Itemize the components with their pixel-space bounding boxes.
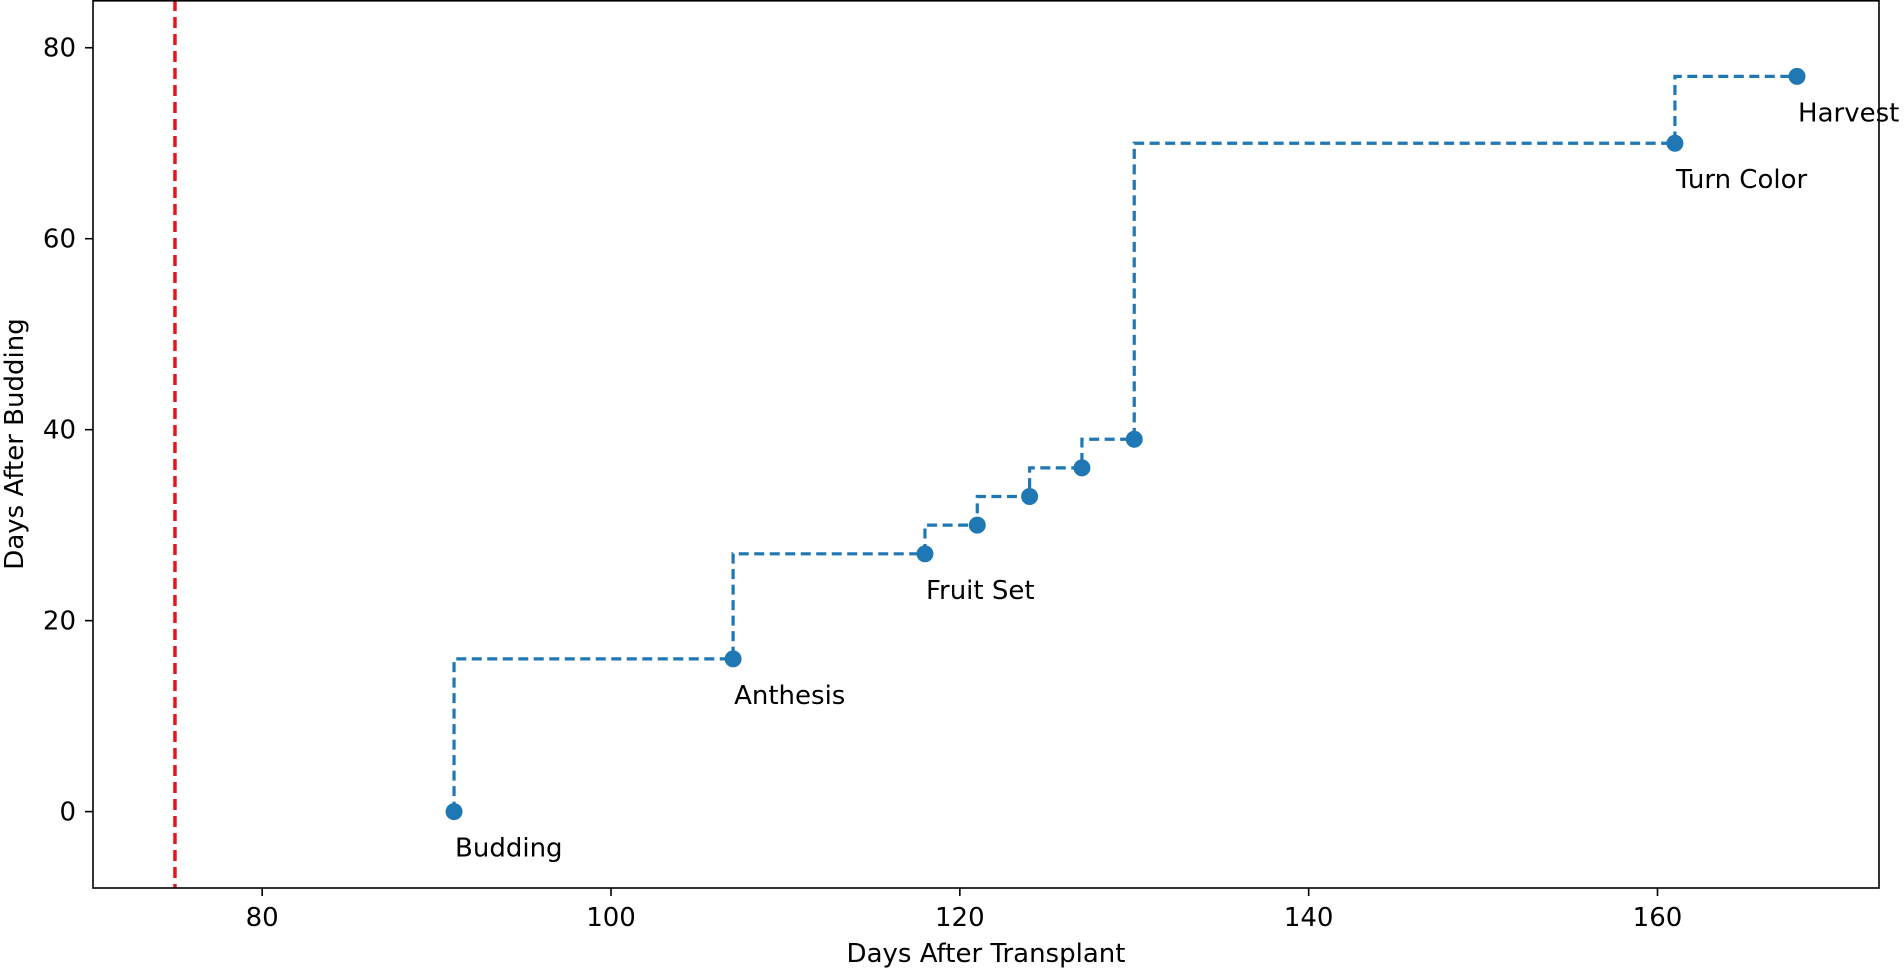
annotation-label-2: Fruit Set — [926, 576, 1035, 606]
annotation-label-4: Harvest — [1798, 98, 1899, 128]
data-point-4 — [1021, 488, 1039, 506]
y-tick-label-2: 40 — [43, 416, 76, 446]
x-tick-label-4: 160 — [1633, 903, 1683, 933]
data-point-3 — [968, 516, 986, 534]
y-tick-label-1: 20 — [43, 607, 76, 637]
data-point-1 — [724, 650, 742, 668]
ticks-layer: 80 100 120 140 160 0 20 40 60 80 — [43, 34, 1682, 933]
y-tick-label-0: 0 — [59, 798, 76, 828]
x-axis-label: Days After Transplant — [847, 939, 1126, 969]
data-point-6 — [1125, 430, 1143, 448]
y-tick-label-4: 80 — [43, 34, 76, 64]
x-tick-label-1: 100 — [586, 903, 636, 933]
annotation-label-1: Anthesis — [734, 681, 845, 711]
data-point-7 — [1666, 134, 1684, 152]
annotation-label-3: Turn Color — [1675, 165, 1808, 195]
plot-frame — [92, 0, 1880, 889]
x-tick-label-2: 120 — [935, 903, 985, 933]
y-axis-label: Days After Budding — [0, 318, 30, 569]
data-point-5 — [1073, 459, 1091, 477]
plot-layer: Budding Anthesis Fruit Set Turn Color Harves… — [173, 0, 1899, 888]
y-tick-label-3: 60 — [43, 225, 76, 255]
annotation-label-0: Budding — [455, 834, 563, 864]
series-line-0 — [452, 74, 1798, 812]
data-point-8 — [1788, 67, 1806, 85]
data-point-2 — [916, 545, 934, 563]
x-tick-label-3: 140 — [1284, 903, 1334, 933]
x-tick-label-0: 80 — [246, 903, 279, 933]
data-point-0 — [445, 803, 463, 821]
